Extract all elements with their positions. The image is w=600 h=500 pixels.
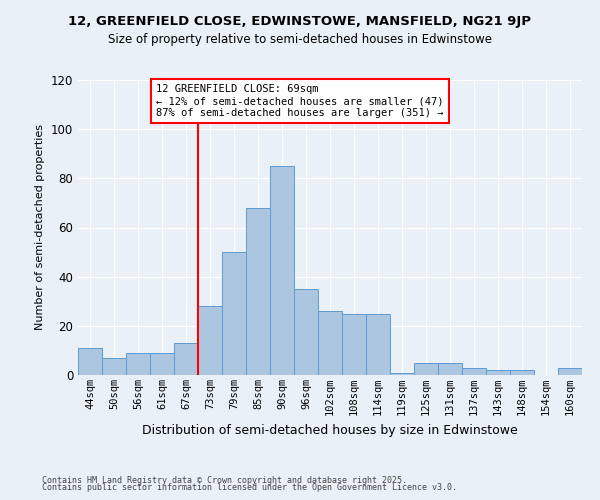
Bar — [366, 314, 390, 375]
Y-axis label: Number of semi-detached properties: Number of semi-detached properties — [35, 124, 45, 330]
Bar — [342, 314, 366, 375]
Text: Contains HM Land Registry data © Crown copyright and database right 2025.: Contains HM Land Registry data © Crown c… — [42, 476, 407, 485]
X-axis label: Distribution of semi-detached houses by size in Edwinstowe: Distribution of semi-detached houses by … — [142, 424, 518, 436]
Bar — [246, 208, 270, 375]
Bar — [510, 370, 534, 375]
Text: 12 GREENFIELD CLOSE: 69sqm
← 12% of semi-detached houses are smaller (47)
87% of: 12 GREENFIELD CLOSE: 69sqm ← 12% of semi… — [156, 84, 443, 117]
Bar — [174, 343, 198, 375]
Text: Contains public sector information licensed under the Open Government Licence v3: Contains public sector information licen… — [42, 484, 457, 492]
Bar — [486, 370, 510, 375]
Bar — [270, 166, 294, 375]
Bar — [150, 353, 174, 375]
Bar — [102, 358, 126, 375]
Bar — [414, 362, 438, 375]
Bar — [438, 362, 462, 375]
Bar — [222, 252, 246, 375]
Bar — [462, 368, 486, 375]
Bar — [198, 306, 222, 375]
Bar — [294, 289, 318, 375]
Bar — [126, 353, 150, 375]
Bar — [558, 368, 582, 375]
Bar — [78, 348, 102, 375]
Bar — [318, 311, 342, 375]
Text: Size of property relative to semi-detached houses in Edwinstowe: Size of property relative to semi-detach… — [108, 32, 492, 46]
Text: 12, GREENFIELD CLOSE, EDWINSTOWE, MANSFIELD, NG21 9JP: 12, GREENFIELD CLOSE, EDWINSTOWE, MANSFI… — [68, 15, 532, 28]
Bar — [390, 372, 414, 375]
